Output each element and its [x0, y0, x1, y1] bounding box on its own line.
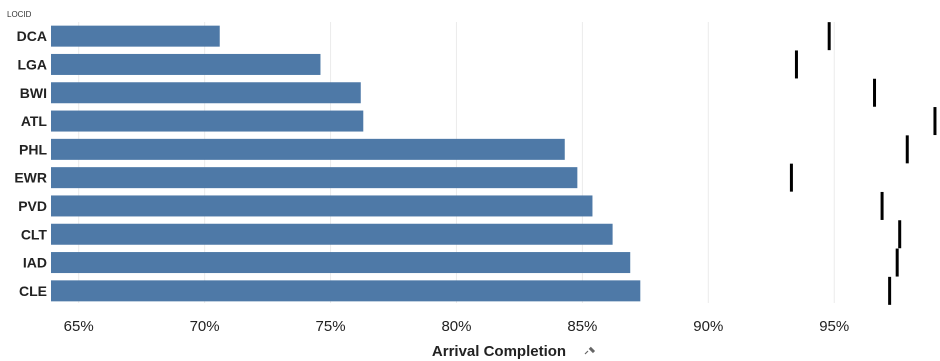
- x-tick-label: 75%: [316, 318, 346, 335]
- bar[interactable]: [51, 167, 578, 189]
- row-label: ATL: [21, 113, 48, 129]
- reference-ticks: [789, 22, 937, 305]
- row-label: IAD: [23, 255, 47, 271]
- bar[interactable]: [51, 280, 641, 302]
- bar[interactable]: [51, 138, 565, 160]
- x-tick-label: 85%: [567, 318, 597, 335]
- bar[interactable]: [51, 25, 220, 47]
- x-tick-label: 70%: [190, 318, 220, 335]
- x-tick-label: 65%: [64, 318, 94, 335]
- bar[interactable]: [51, 53, 321, 75]
- row-label: PVD: [18, 198, 47, 214]
- x-tick-label: 80%: [441, 318, 471, 335]
- bar[interactable]: [51, 110, 364, 132]
- x-axis-ticks: 65% 70% 75% 80% 85% 90% 95%: [64, 318, 850, 335]
- x-axis-title: Arrival Completion: [432, 343, 566, 360]
- bar[interactable]: [51, 82, 361, 104]
- bar[interactable]: [51, 223, 613, 245]
- row-label: LGA: [17, 56, 47, 72]
- row-label: CLT: [21, 226, 48, 242]
- row-label: PHL: [19, 141, 47, 157]
- bar[interactable]: [51, 252, 631, 274]
- pin-icon[interactable]: [584, 346, 596, 355]
- row-header-label: LOCID: [7, 10, 32, 19]
- row-label: DCA: [17, 28, 47, 44]
- bar[interactable]: [51, 195, 593, 217]
- row-labels: DCA LGA BWI ATL PHL EWR PVD CLT IAD CLE: [14, 28, 47, 299]
- x-tick-label: 95%: [819, 318, 849, 335]
- row-label: CLE: [19, 283, 47, 299]
- row-label: EWR: [14, 170, 47, 186]
- x-tick-label: 90%: [693, 318, 723, 335]
- bars: [51, 25, 641, 302]
- row-label: BWI: [20, 85, 47, 101]
